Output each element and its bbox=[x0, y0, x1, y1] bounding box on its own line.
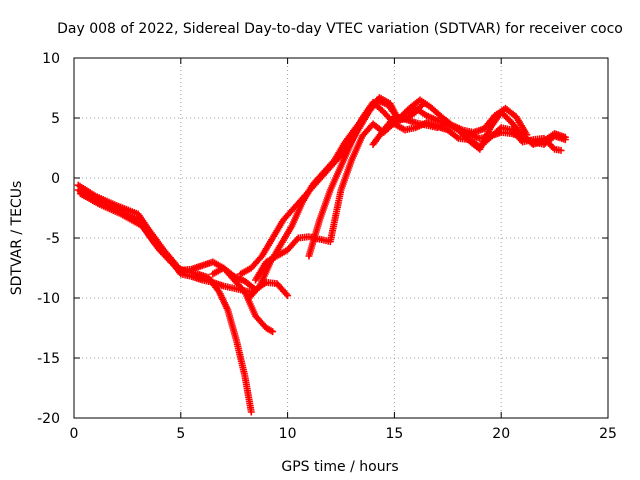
y-tick-label: 0 bbox=[51, 171, 60, 187]
y-tick-label: 10 bbox=[42, 51, 60, 67]
data-points bbox=[74, 94, 569, 416]
y-tick-label: -20 bbox=[37, 411, 60, 427]
x-tick-label: 0 bbox=[70, 426, 79, 442]
x-tick-labels: 0 5 10 15 20 25 bbox=[70, 426, 617, 442]
series-sat-track-b bbox=[76, 190, 255, 416]
data-point bbox=[561, 133, 569, 141]
x-tick-label: 15 bbox=[385, 426, 403, 442]
y-tick-label: -5 bbox=[46, 231, 60, 247]
x-tick-label: 25 bbox=[599, 426, 617, 442]
y-axis-label: SDTVAR / TECUs bbox=[9, 181, 25, 296]
data-point bbox=[269, 328, 277, 336]
x-axis-label: GPS time / hours bbox=[281, 459, 398, 475]
x-tick-label: 10 bbox=[279, 426, 297, 442]
data-point bbox=[557, 146, 565, 154]
axis-ticks bbox=[73, 57, 609, 419]
y-tick-label: 5 bbox=[51, 111, 60, 127]
x-tick-label: 5 bbox=[176, 426, 185, 442]
y-tick-label: -10 bbox=[37, 291, 60, 307]
data-point bbox=[247, 408, 255, 416]
data-point bbox=[284, 292, 292, 300]
y-tick-label: -15 bbox=[37, 351, 60, 367]
series-sat-track-i bbox=[369, 108, 569, 153]
y-tick-labels: -20 -15 -10 -5 0 5 10 bbox=[37, 51, 60, 427]
data-point bbox=[282, 290, 290, 298]
x-tick-label: 20 bbox=[492, 426, 510, 442]
chart-title: Day 008 of 2022, Sidereal Day-to-day VTE… bbox=[57, 21, 623, 37]
data-point bbox=[453, 133, 461, 141]
series-sat-track-g bbox=[252, 104, 569, 284]
